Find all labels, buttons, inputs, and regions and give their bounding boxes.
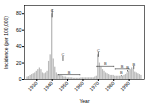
svg-text:1980: 1980 — [103, 80, 115, 92]
svg-text:1930: 1930 — [27, 80, 39, 92]
svg-text:1960: 1960 — [73, 80, 85, 92]
svg-text:B: B — [132, 62, 135, 67]
svg-text:1940: 1940 — [42, 80, 54, 92]
svg-text:Incidence (per 100,000): Incidence (per 100,000) — [3, 16, 9, 69]
svg-text:1970: 1970 — [88, 80, 100, 92]
svg-text:B: B — [120, 70, 123, 75]
svg-text:80: 80 — [16, 10, 22, 16]
svg-text:B: B — [68, 70, 71, 75]
svg-text:C: C — [97, 48, 100, 53]
svg-text:Year: Year — [79, 98, 89, 104]
svg-text:B: B — [126, 65, 129, 70]
svg-text:0: 0 — [19, 76, 22, 82]
svg-text:20: 20 — [16, 60, 22, 66]
svg-text:1990: 1990 — [119, 80, 131, 92]
svg-text:C: C — [51, 8, 54, 13]
svg-text:B: B — [104, 61, 107, 66]
svg-text:40: 40 — [16, 43, 22, 49]
svg-text:60: 60 — [16, 27, 22, 33]
svg-text:C: C — [62, 52, 65, 57]
svg-text:B: B — [121, 64, 124, 69]
svg-text:1950: 1950 — [57, 80, 69, 92]
